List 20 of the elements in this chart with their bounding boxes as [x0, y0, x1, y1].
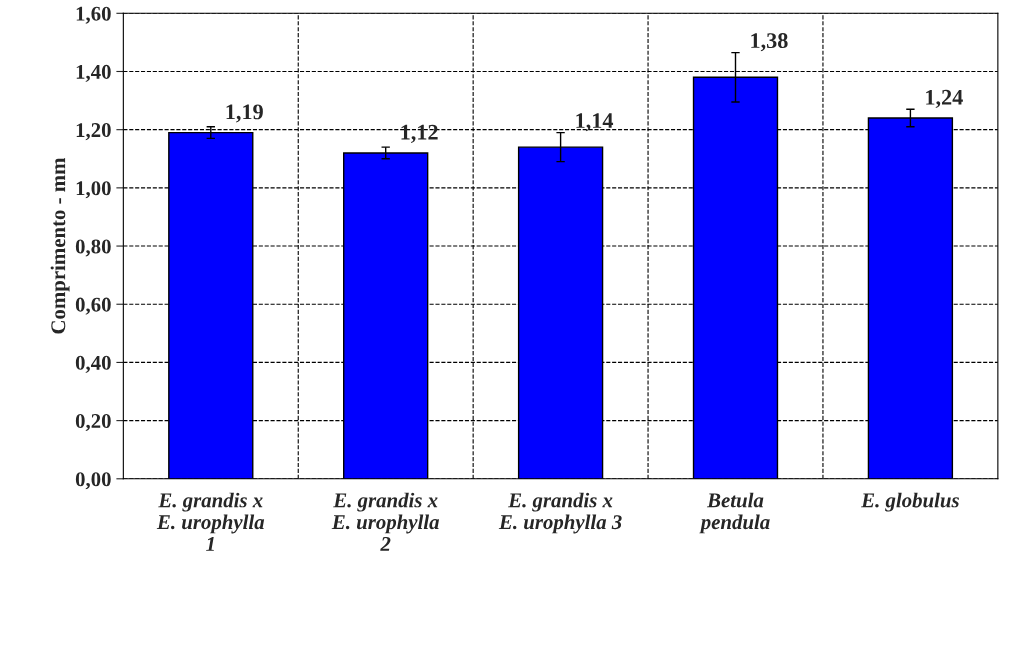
data-label: 1,19 [226, 104, 263, 123]
y-tick-label: 0,20 [75, 413, 111, 432]
data-label: 1,38 [751, 33, 788, 52]
x-tick-label: E. grandis x E. urophylla 3 [498, 492, 622, 534]
x-tick-label: E. globulus [861, 492, 959, 512]
y-tick-label: 1,60 [76, 6, 111, 24]
y-tick-label: 0,00 [75, 472, 111, 490]
data-label: 1,12 [401, 124, 438, 143]
y-tick-label: 0,80 [75, 239, 111, 257]
data-label: 1,14 [576, 113, 614, 132]
y-tick-label: 0,60 [75, 297, 111, 315]
x-tick-label: E. grandis x E. urophylla 2 [331, 492, 440, 551]
y-tick-label: 1,40 [76, 64, 111, 82]
x-tick-label: E. grandis x E. urophylla 1 [156, 492, 265, 551]
x-tick-label: Betula pendula [699, 492, 770, 534]
y-tick-label: 0,40 [75, 355, 111, 373]
y-axis-title: Comprimento - mm [50, 157, 70, 334]
data-label: 1,24 [926, 89, 963, 109]
y-tick-label: 1,20 [76, 123, 111, 141]
y-tick-label: 1,00 [76, 181, 111, 199]
